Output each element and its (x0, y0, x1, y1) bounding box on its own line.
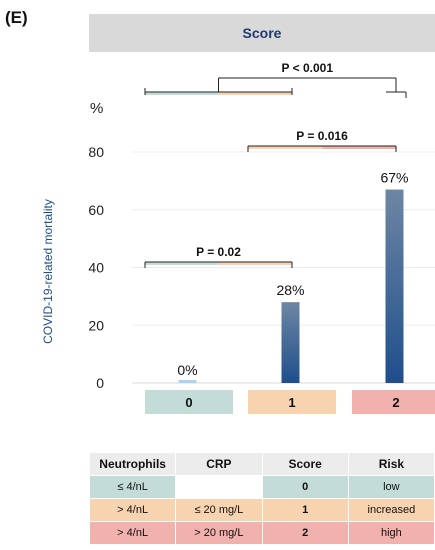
risk-cell: increased (347, 498, 435, 522)
bar-value-label: 28% (276, 282, 304, 298)
category-box (145, 390, 233, 414)
p-value-label: P < 0.001 (282, 61, 334, 75)
crp-cell (175, 475, 263, 499)
bar (385, 189, 404, 383)
score-header: Score (89, 14, 435, 52)
score-cell: 1 (261, 498, 349, 522)
p-value-label: P = 0.02 (196, 245, 241, 259)
risk-table: Neutrophils CRP Score Risk ≤ 4/nL 0 low … (88, 452, 435, 545)
category-label: 0 (185, 395, 192, 410)
y-axis-label: COVID-19-related mortality (41, 199, 55, 344)
y-unit-label: % (90, 100, 103, 117)
y-tick-label: 60 (88, 202, 104, 218)
bracket-color-band (218, 262, 292, 265)
table-header-score: Score (261, 452, 349, 476)
crp-cell: > 20 mg/L (175, 521, 263, 545)
y-tick-label: 40 (88, 260, 104, 276)
bar-value-label: 67% (380, 170, 408, 186)
risk-cell: high (347, 521, 435, 545)
category-box (352, 390, 435, 414)
table-row: > 4/nL > 20 mg/L 2 high (88, 521, 435, 545)
neutrophils-cell: > 4/nL (88, 498, 177, 522)
score-cell: 0 (261, 475, 349, 499)
bar (178, 380, 197, 383)
bracket-color-band (145, 262, 219, 265)
score-cell: 2 (261, 521, 349, 545)
bar (281, 302, 300, 383)
bracket-color-band (145, 92, 219, 95)
bracket-color-band (248, 146, 322, 149)
bracket-color-band (218, 92, 292, 95)
table-header-risk: Risk (347, 452, 435, 476)
y-tick-label: 80 (88, 144, 104, 160)
neutrophils-cell: > 4/nL (88, 521, 177, 545)
risk-cell: low (347, 475, 435, 499)
table-header-neutrophils: Neutrophils (88, 452, 177, 476)
table-row: ≤ 4/nL 0 low (88, 475, 435, 499)
y-tick-label: 0 (96, 375, 104, 391)
category-label: 1 (288, 395, 295, 410)
p-value-label: P = 0.016 (296, 129, 348, 143)
bracket-color-band (322, 146, 396, 149)
category-label: 2 (392, 395, 399, 410)
bar-value-label: 0% (177, 362, 197, 378)
table-row: > 4/nL ≤ 20 mg/L 1 increased (88, 498, 435, 522)
crp-cell: ≤ 20 mg/L (175, 498, 263, 522)
category-box (248, 390, 336, 414)
panel-label: (E) (5, 8, 28, 27)
score-header-title: Score (242, 25, 282, 41)
y-tick-label: 20 (88, 317, 104, 333)
neutrophils-cell: ≤ 4/nL (88, 475, 177, 499)
table-header-crp: CRP (175, 452, 263, 476)
table-header-row: Neutrophils CRP Score Risk (88, 452, 435, 476)
